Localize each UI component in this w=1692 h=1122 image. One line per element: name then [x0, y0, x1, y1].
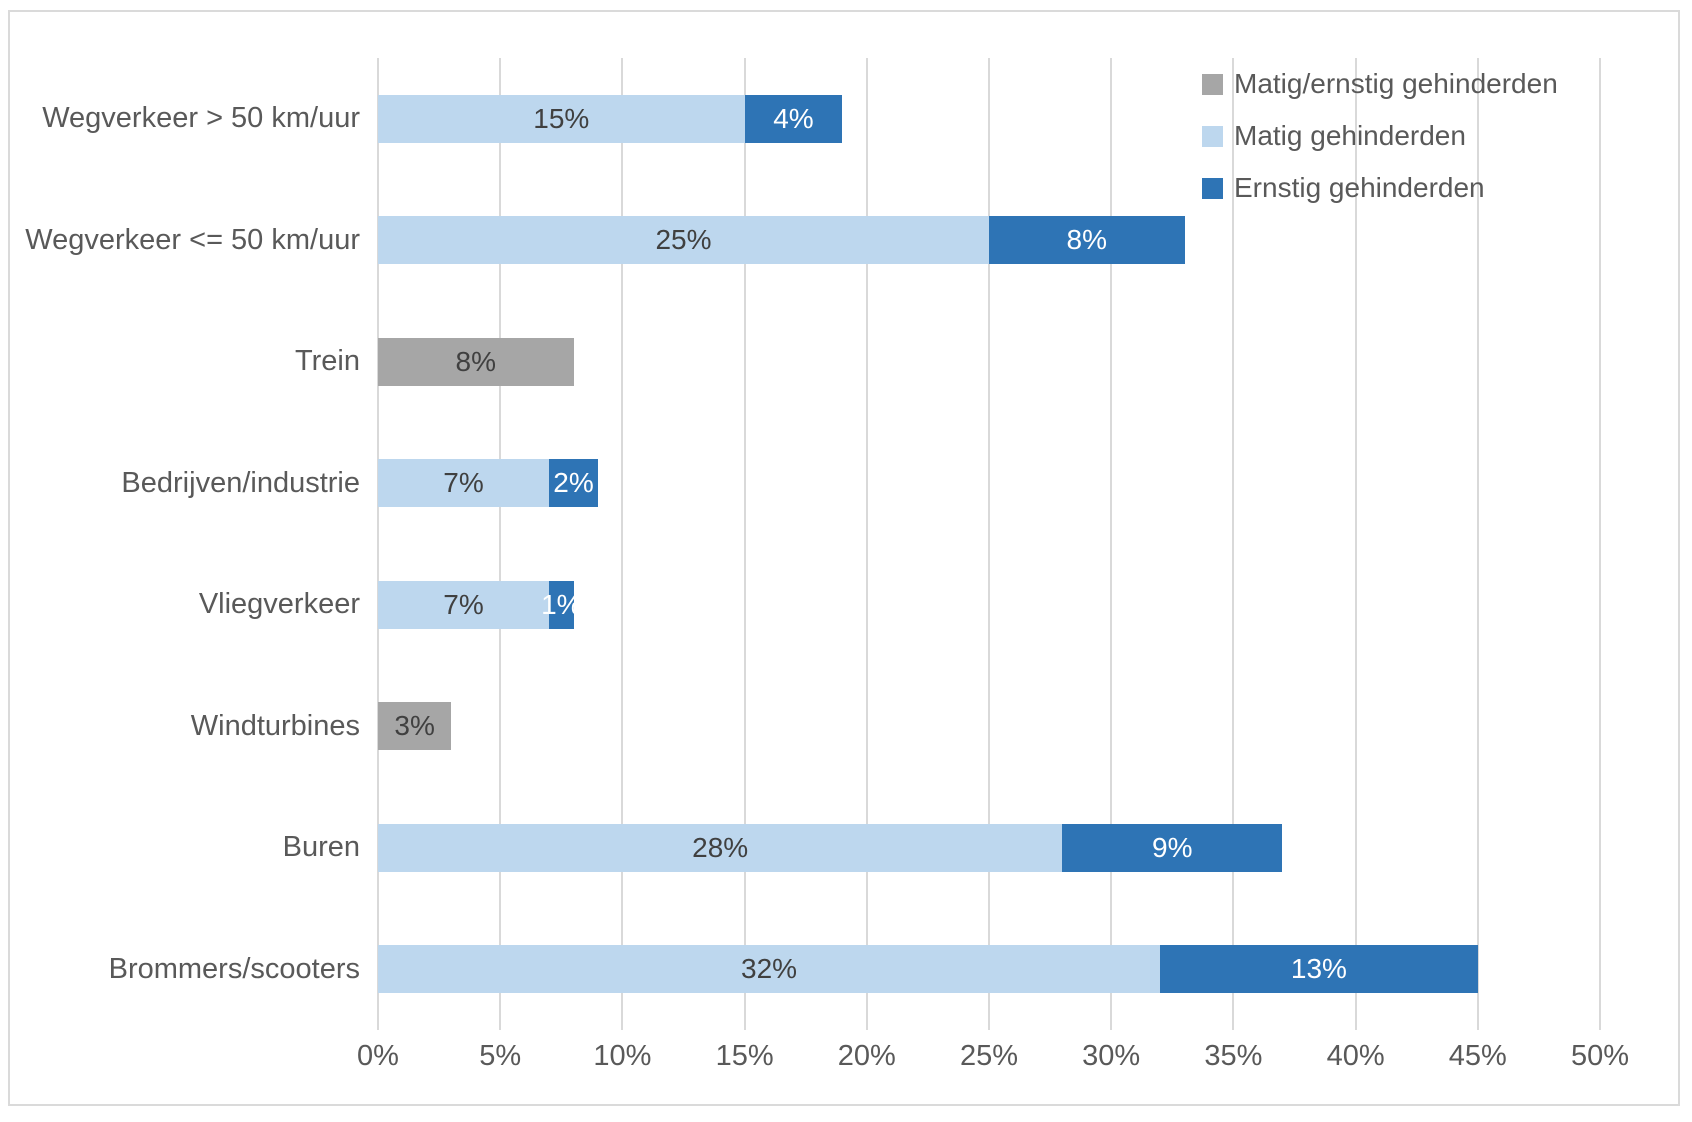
bar-segment: 28%: [378, 823, 1063, 872]
category-label: Trein: [295, 345, 360, 378]
gridline: [1476, 58, 1479, 1030]
gridline: [988, 58, 990, 1030]
bar-segment: 32%: [378, 945, 1161, 994]
x-tick-label: 0%: [357, 1040, 399, 1072]
bar-stack: 32% 13%: [378, 945, 1478, 994]
bar-row: 3%: [378, 666, 1600, 788]
legend-item: Matig gehinderden: [1202, 110, 1558, 162]
legend-label: Ernstig gehinderden: [1234, 172, 1485, 203]
bar-value-label: 15%: [533, 102, 590, 134]
bar-segment: 3%: [378, 702, 452, 751]
legend-label: Matig gehinderden: [1234, 120, 1466, 151]
bar-segment: 15%: [378, 94, 745, 143]
legend: Matig/ernstig gehinderden Matig gehinderd…: [1202, 58, 1558, 214]
bar-stack: 15% 4%: [378, 94, 843, 143]
category-label: Bedrijven/industrie: [121, 466, 360, 499]
x-tick-label: 45%: [1448, 1040, 1507, 1072]
legend-item: Matig/ernstig gehinderden: [1202, 58, 1558, 110]
plot-area: 15% 4% 25% 8% 8% 7% 2% 7% 1% 3% 28% 9% 32% 13%: [377, 58, 1601, 1031]
gridline: [499, 58, 502, 1030]
category-label: Windturbines: [190, 709, 360, 742]
bar-value-label: 3%: [394, 710, 435, 742]
x-tick-label: 40%: [1326, 1040, 1385, 1072]
category-label: Wegverkeer > 50 km/uur: [42, 102, 360, 135]
bar-segment: 1%: [541, 580, 582, 629]
legend-swatch-icon: [1202, 73, 1223, 95]
legend-label: Matig/ernstig gehinderden: [1234, 68, 1558, 99]
bar-value-label: 2%: [553, 467, 594, 499]
x-tick-label: 30%: [1082, 1040, 1141, 1072]
bar-value-label: 8%: [455, 345, 496, 377]
bar-row: 8%: [378, 301, 1600, 423]
bar-segment: 25%: [378, 216, 989, 265]
bar-row: 15% 4%: [378, 58, 1600, 180]
category-label: Buren: [282, 831, 360, 864]
x-tick-label: 25%: [959, 1040, 1019, 1072]
bar-value-label: 13%: [1290, 953, 1347, 985]
bar-segment: 4%: [744, 94, 843, 143]
legend-item: Ernstig gehinderden: [1202, 162, 1558, 214]
bar-segment: 8%: [989, 216, 1185, 265]
bar-value-label: 32%: [741, 953, 798, 985]
x-tick-label: 10%: [593, 1040, 652, 1072]
gridline: [377, 58, 379, 1030]
bar-value-label: 7%: [443, 588, 484, 620]
bar-row: 25% 8%: [378, 180, 1600, 302]
bar-segment: 8%: [378, 337, 574, 386]
x-tick-label: 35%: [1204, 1040, 1263, 1072]
x-tick-label: 5%: [479, 1040, 522, 1072]
chart-frame: [8, 10, 1680, 1106]
gridline: [1110, 58, 1113, 1030]
bar-segment: 7%: [378, 580, 550, 629]
gridline: [1354, 58, 1357, 1030]
bar-value-label: 8%: [1066, 224, 1107, 256]
gridline: [1599, 58, 1601, 1030]
bar-row: 7% 1%: [378, 544, 1600, 666]
gridline: [1232, 58, 1235, 1030]
bar-value-label: 9%: [1152, 831, 1193, 863]
bar-value-label: 1%: [541, 588, 582, 620]
x-tick-label: 50%: [1570, 1040, 1630, 1072]
bar-value-label: 7%: [443, 467, 484, 499]
gridline: [621, 58, 624, 1030]
x-tick-label: 20%: [837, 1040, 896, 1072]
category-label: Wegverkeer <= 50 km/uur: [25, 223, 360, 256]
bar-value-label: 28%: [692, 831, 749, 863]
bar-segment: 9%: [1062, 823, 1283, 872]
bar-stack: 3%: [378, 702, 452, 751]
bar-stack: 28% 9%: [378, 823, 1283, 872]
bar-row: 32% 13%: [378, 909, 1600, 1031]
x-tick-label: 15%: [715, 1040, 774, 1072]
bar-segment: 2%: [549, 459, 598, 508]
category-label: Vliegverkeer: [198, 588, 360, 621]
bar-segment: 7%: [378, 459, 550, 508]
gridline: [865, 58, 868, 1030]
bar-stack: 7% 2%: [378, 459, 598, 508]
category-label: Brommers/scooters: [108, 952, 360, 985]
bar-stack: 25% 8%: [378, 216, 1185, 265]
bar-row: 7% 2%: [378, 423, 1600, 545]
legend-swatch-icon: [1202, 125, 1223, 147]
bar-stack: 7% 1%: [378, 580, 582, 629]
bar-value-label: 25%: [655, 224, 712, 256]
bar-stack: 8%: [378, 337, 574, 386]
legend-swatch-icon: [1202, 177, 1223, 199]
bar-value-label: 4%: [773, 102, 814, 134]
bar-row: 28% 9%: [378, 787, 1600, 909]
gridline: [743, 58, 746, 1030]
bar-segment: 13%: [1160, 945, 1478, 994]
